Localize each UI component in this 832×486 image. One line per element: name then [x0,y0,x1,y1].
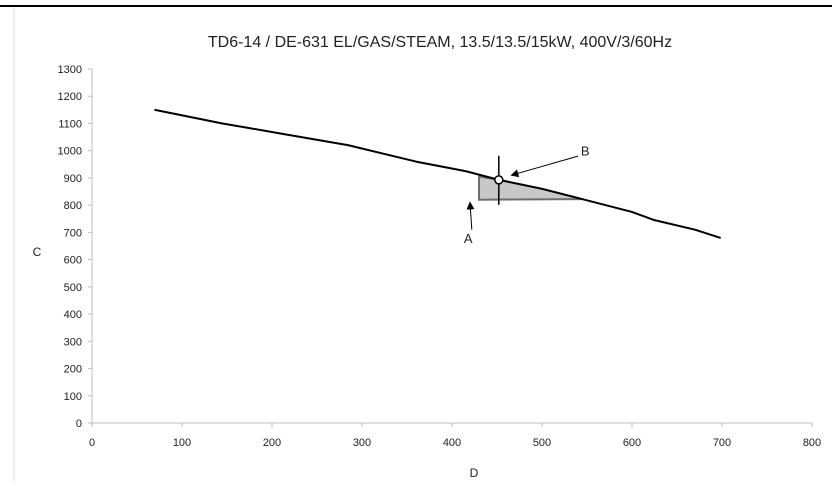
series-point [694,228,696,231]
y-tick-label: 100 [64,391,82,403]
series-point [541,188,543,190]
x-tick-label: 200 [263,437,281,449]
series-point [415,160,417,163]
series-line-1 [154,108,721,239]
y-tick-label: 1000 [58,146,82,158]
series-point [284,133,287,136]
y-tick-label: 800 [64,200,82,212]
x-tick-label: 300 [353,437,371,449]
operating-point-marker [494,175,504,185]
y-tick-label: 0 [76,418,82,430]
series-point [631,211,633,213]
y-tick-label: 1300 [58,64,82,76]
annotation-label-a: A [464,231,473,246]
x-tick-label: 700 [713,437,731,449]
y-tick-label: 1100 [58,118,82,130]
chart-title: TD6-14 / DE-631 EL/GAS/STEAM, 13.5/13.5/… [208,34,672,51]
series-point [719,237,721,239]
annotation-label-b: B [581,144,590,159]
x-tick-label: 400 [443,437,461,449]
x-tick-label: 100 [173,437,191,449]
y-axis-title: C [33,245,42,259]
y-tick-label: 600 [64,255,82,267]
y-tick-label: 1200 [58,91,82,103]
series-point [221,122,224,125]
series-point [464,170,467,172]
series-point [653,219,656,221]
y-tick-label: 900 [64,173,82,185]
y-tick-label: 200 [64,364,82,376]
series-point [581,198,584,200]
x-tick-label: 800 [803,437,821,449]
y-tick-label: 700 [64,227,82,239]
annotation-arrow-a [466,201,475,230]
series-point [347,144,350,147]
y-tick-label: 400 [64,309,82,321]
y-tick-label: 300 [64,336,82,348]
x-tick-label: 600 [623,437,641,449]
annotation-arrow-b [510,155,579,178]
y-tick-label: 500 [64,282,82,294]
x-tick-label: 500 [533,437,551,449]
x-axis-title: D [470,466,479,480]
series-point [154,109,156,111]
x-tick-label: 0 [89,437,95,449]
plot-area: 0100200300400500600700800900100011001200… [58,64,822,449]
